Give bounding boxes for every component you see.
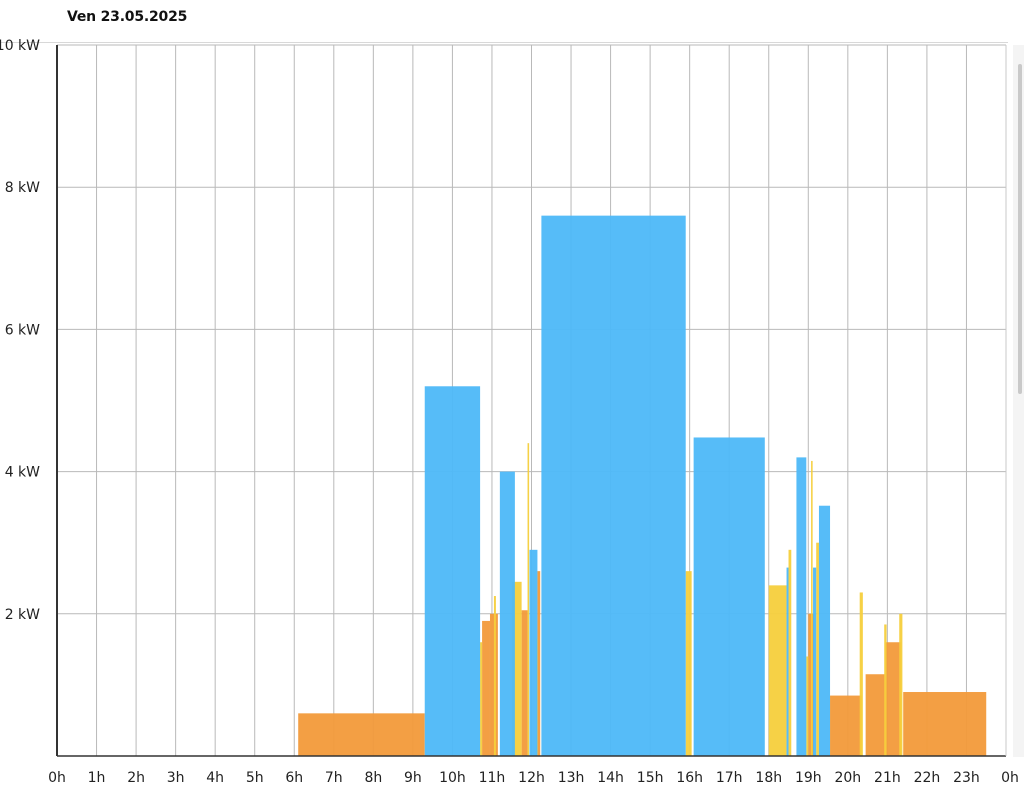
x-tick-label: 16h [676,770,703,786]
bar [685,571,692,756]
bar [811,460,813,756]
bar [480,642,483,756]
scrollbar[interactable] [1013,45,1024,757]
bar [884,624,887,756]
bar [298,713,425,756]
bar [859,592,863,756]
bar [511,581,522,756]
bar [786,567,789,756]
y-tick-label: 8 kW [5,180,40,196]
x-tick-label: 23h [953,770,980,786]
bar [903,692,987,756]
bar [788,549,792,756]
bar [482,620,490,756]
bar [521,610,528,756]
bars-layer [298,215,987,756]
x-tick-label: 17h [716,770,743,786]
x-tick-label: 19h [795,770,822,786]
bar [899,613,903,756]
x-tick-label: 22h [914,770,941,786]
header-divider [0,42,1008,43]
axis-layer [56,45,1007,757]
bar [813,567,817,756]
x-tick-label: 10h [439,770,466,786]
x-tick-label: 3h [167,770,185,786]
x-tick-label: 12h [518,770,545,786]
x-tick-label: 4h [206,770,224,786]
bar [796,457,807,756]
bar [541,215,686,756]
x-tick-label: 9h [404,770,422,786]
x-tick-label: 18h [755,770,782,786]
x-tick-label: 7h [325,770,343,786]
y-tick-label: 6 kW [5,322,40,338]
y-tick-label: 2 kW [5,607,40,623]
bar [830,695,862,756]
x-tick-label: 21h [874,770,901,786]
bar [693,437,765,756]
x-tick-label: 20h [834,770,861,786]
bar [424,386,481,756]
bar [499,471,515,756]
scrollbar-thumb[interactable] [1018,64,1022,394]
bar [865,674,886,756]
bar [885,642,902,756]
y-tick-label: 10 kW [0,38,40,54]
x-tick-label: 1h [88,770,106,786]
bar [493,596,496,756]
x-tick-label: 2h [127,770,145,786]
bar [816,542,819,756]
y-tick-label: 4 kW [5,465,40,481]
bar [529,549,538,756]
bar [768,585,787,756]
x-tick-label: 11h [479,770,506,786]
bar [806,656,809,756]
x-tick-label: 0h [48,770,66,786]
x-tick-label: 8h [364,770,382,786]
bar [527,443,530,756]
x-tick-label: 13h [558,770,585,786]
x-tick-label: 15h [637,770,664,786]
bar [537,571,541,756]
x-tick-label: 0h [1001,770,1019,786]
x-tick-label: 6h [285,770,303,786]
date-label: Ven 23.05.2025 [67,9,188,25]
x-tick-label: 5h [246,770,264,786]
tick-labels-layer: 2 kW 4 kW 6 kW 8 kW 10 kW 0h 1h 2h 3h 4h 5h 6h 7h 8h 9… [0,38,1019,786]
bar [818,505,831,756]
x-tick-label: 14h [597,770,624,786]
